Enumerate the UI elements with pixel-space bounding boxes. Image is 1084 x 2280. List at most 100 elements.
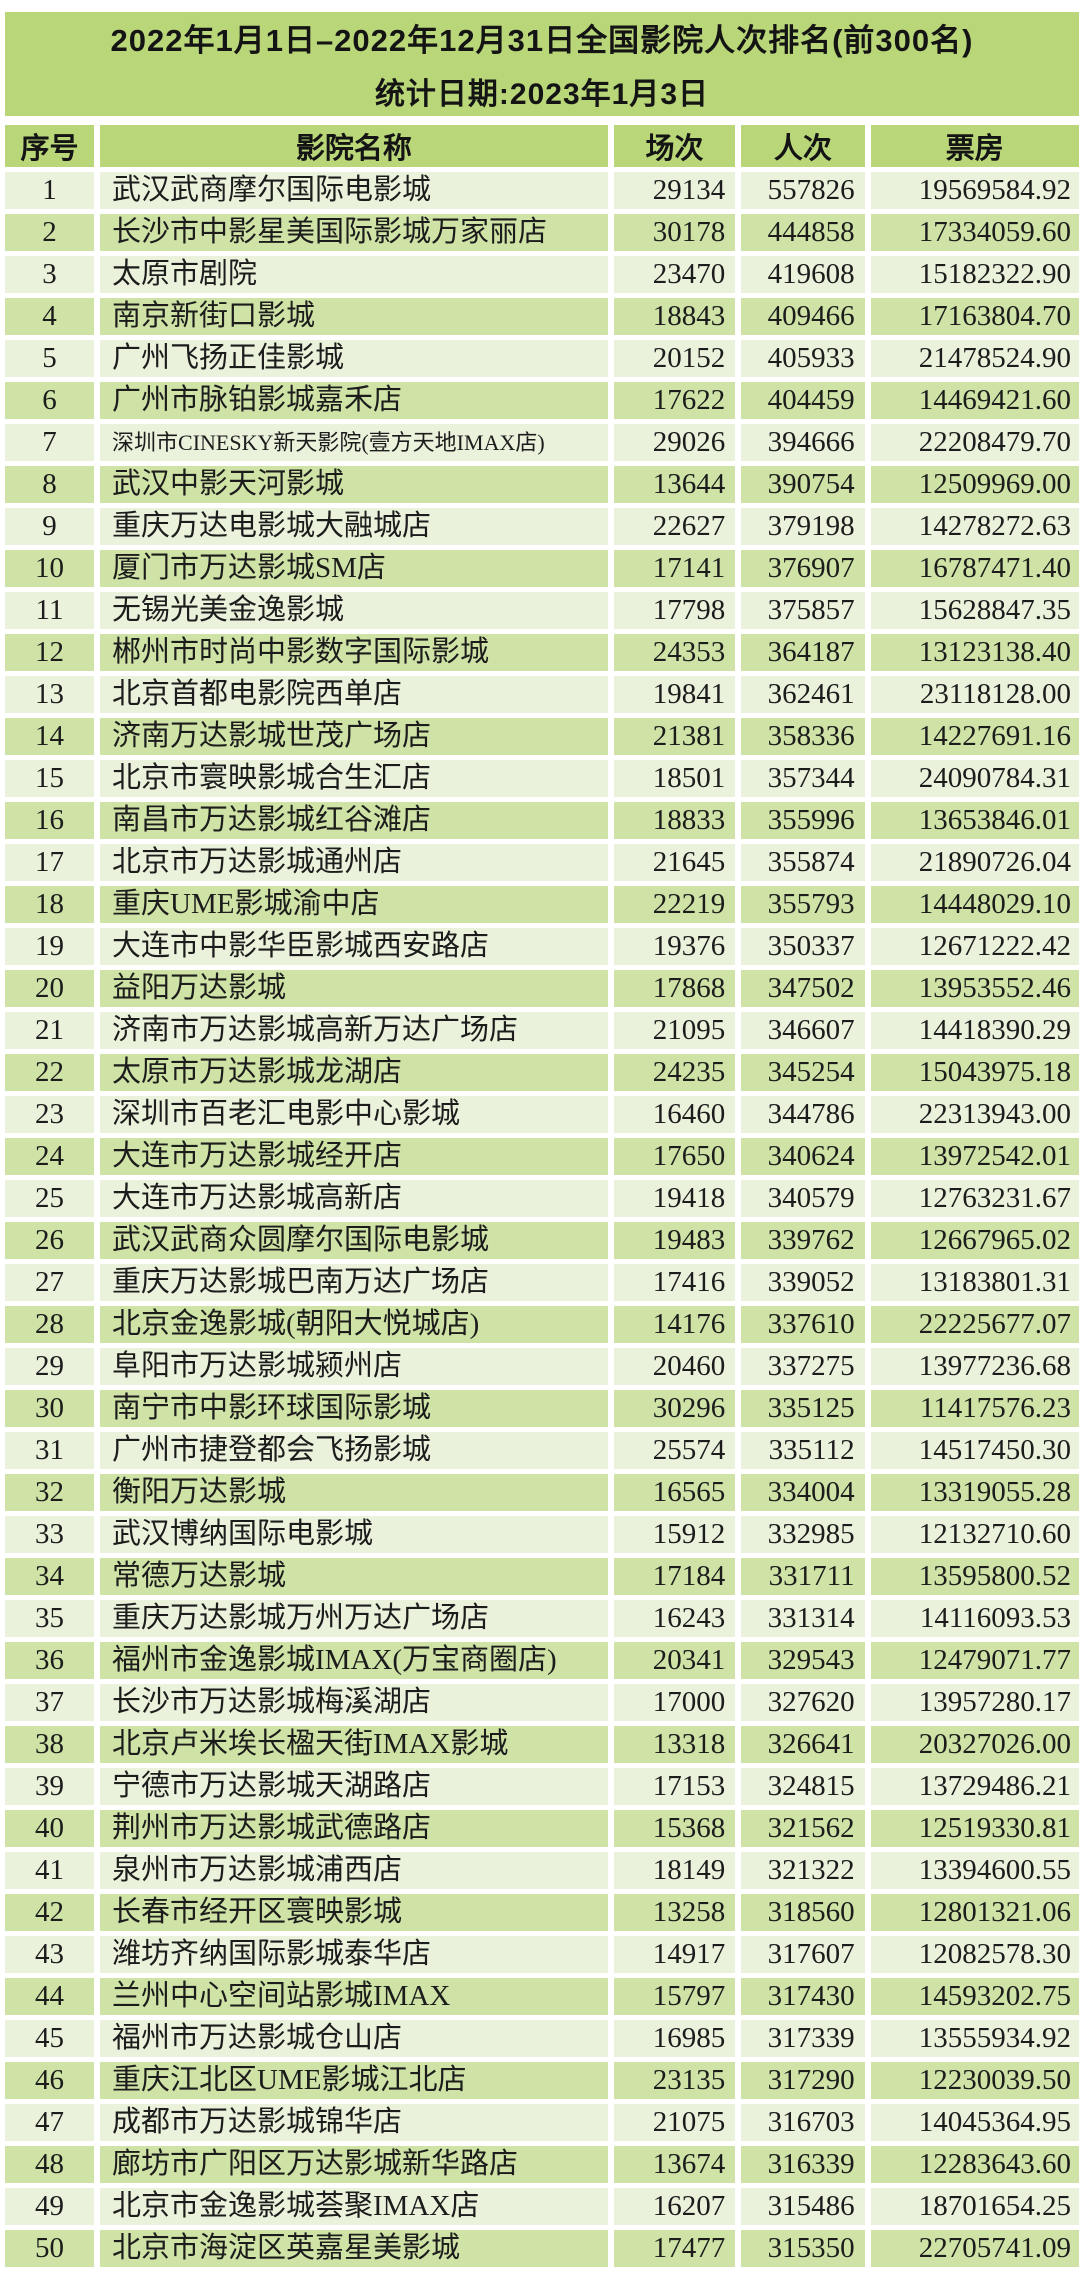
- sessions-cell: 23470: [613, 256, 736, 293]
- cinema-name-cell: 重庆江北区UME影城江北店: [100, 2062, 608, 2099]
- table-row: 2 长沙市中影星美国际影城万家丽店 30178 444858 17334059.60: [5, 214, 1079, 251]
- sessions-cell: 25574: [613, 1432, 736, 1469]
- box-office-cell: 12230039.50: [870, 2062, 1079, 2099]
- box-office-cell: 22705741.09: [870, 2230, 1079, 2267]
- sessions-cell: 17798: [613, 592, 736, 629]
- table-row: 31 广州市捷登都会飞扬影城 25574 335112 14517450.30: [5, 1432, 1079, 1469]
- sessions-cell: 16243: [613, 1600, 736, 1637]
- admissions-cell: 344786: [741, 1096, 865, 1133]
- box-office-cell: 13953552.46: [870, 970, 1079, 1007]
- box-office-cell: 17334059.60: [870, 214, 1079, 251]
- rank-cell: 45: [5, 2020, 95, 2057]
- rank-cell: 41: [5, 1852, 95, 1889]
- table-row: 10 厦门市万达影城SM店 17141 376907 16787471.40: [5, 550, 1079, 587]
- rank-cell: 6: [5, 382, 95, 419]
- admissions-cell: 340579: [741, 1180, 865, 1217]
- cinema-name-cell: 广州市脉铂影城嘉禾店: [100, 382, 608, 419]
- box-office-cell: 12763231.67: [870, 1180, 1079, 1217]
- cinema-name-cell: 潍坊齐纳国际影城泰华店: [100, 1936, 608, 1973]
- admissions-cell: 335125: [741, 1390, 865, 1427]
- rank-cell: 13: [5, 676, 95, 713]
- sessions-cell: 15797: [613, 1978, 736, 2015]
- cinema-name-cell: 衡阳万达影城: [100, 1474, 608, 1511]
- table-row: 46 重庆江北区UME影城江北店 23135 317290 12230039.50: [5, 2062, 1079, 2099]
- sessions-cell: 17477: [613, 2230, 736, 2267]
- sessions-cell: 16985: [613, 2020, 736, 2057]
- sessions-cell: 21381: [613, 718, 736, 755]
- admissions-cell: 350337: [741, 928, 865, 965]
- rank-cell: 2: [5, 214, 95, 251]
- sessions-cell: 21645: [613, 844, 736, 881]
- rank-cell: 7: [5, 424, 95, 461]
- cinema-name-cell: 武汉中影天河影城: [100, 466, 608, 503]
- sessions-cell: 29026: [613, 424, 736, 461]
- table-row: 30 南宁市中影环球国际影城 30296 335125 11417576.23: [5, 1390, 1079, 1427]
- admissions-cell: 321562: [741, 1810, 865, 1847]
- admissions-cell: 315486: [741, 2188, 865, 2225]
- box-office-cell: 15182322.90: [870, 256, 1079, 293]
- sessions-cell: 17184: [613, 1558, 736, 1595]
- cinema-name-cell: 大连市万达影城高新店: [100, 1180, 608, 1217]
- cinema-name-cell: 大连市万达影城经开店: [100, 1138, 608, 1175]
- rank-cell: 27: [5, 1264, 95, 1301]
- rank-cell: 38: [5, 1726, 95, 1763]
- cinema-name-cell: 廊坊市广阳区万达影城新华路店: [100, 2146, 608, 2183]
- cinema-name-cell: 长沙市万达影城梅溪湖店: [100, 1684, 608, 1721]
- admissions-cell: 317430: [741, 1978, 865, 2015]
- rank-cell: 49: [5, 2188, 95, 2225]
- sessions-cell: 20341: [613, 1642, 736, 1679]
- cinema-name-cell: 深圳市CINESKY新天影院(壹方天地IMAX店): [100, 424, 608, 461]
- sessions-cell: 17000: [613, 1684, 736, 1721]
- sessions-cell: 23135: [613, 2062, 736, 2099]
- admissions-cell: 315350: [741, 2230, 865, 2267]
- sessions-cell: 18833: [613, 802, 736, 839]
- cinema-name-cell: 北京卢米埃长楹天街IMAX影城: [100, 1726, 608, 1763]
- table-row: 17 北京市万达影城通州店 21645 355874 21890726.04: [5, 844, 1079, 881]
- box-office-cell: 12801321.06: [870, 1894, 1079, 1931]
- box-office-cell: 13183801.31: [870, 1264, 1079, 1301]
- table-row: 28 北京金逸影城(朝阳大悦城店) 14176 337610 22225677.07: [5, 1306, 1079, 1343]
- table-row: 38 北京卢米埃长楹天街IMAX影城 13318 326641 20327026.00: [5, 1726, 1079, 1763]
- box-office-cell: 13977236.68: [870, 1348, 1079, 1385]
- admissions-cell: 375857: [741, 592, 865, 629]
- cinema-name-cell: 大连市中影华臣影城西安路店: [100, 928, 608, 965]
- rank-cell: 17: [5, 844, 95, 881]
- table-row: 44 兰州中心空间站影城IMAX 15797 317430 14593202.75: [5, 1978, 1079, 2015]
- admissions-cell: 364187: [741, 634, 865, 671]
- rank-cell: 40: [5, 1810, 95, 1847]
- box-office-cell: 12667965.02: [870, 1222, 1079, 1259]
- admissions-cell: 362461: [741, 676, 865, 713]
- box-office-cell: 15628847.35: [870, 592, 1079, 629]
- table-row: 8 武汉中影天河影城 13644 390754 12509969.00: [5, 466, 1079, 503]
- box-office-cell: 12082578.30: [870, 1936, 1079, 1973]
- table-row: 11 无锡光美金逸影城 17798 375857 15628847.35: [5, 592, 1079, 629]
- table-row: 13 北京首都电影院西单店 19841 362461 23118128.00: [5, 676, 1079, 713]
- admissions-cell: 324815: [741, 1768, 865, 1805]
- cinema-name-cell: 常德万达影城: [100, 1558, 608, 1595]
- rank-cell: 34: [5, 1558, 95, 1595]
- table-row: 37 长沙市万达影城梅溪湖店 17000 327620 13957280.17: [5, 1684, 1079, 1721]
- sessions-cell: 17868: [613, 970, 736, 1007]
- admissions-cell: 347502: [741, 970, 865, 1007]
- table-row: 41 泉州市万达影城浦西店 18149 321322 13394600.55: [5, 1852, 1079, 1889]
- admissions-cell: 346607: [741, 1012, 865, 1049]
- rank-cell: 12: [5, 634, 95, 671]
- rank-cell: 9: [5, 508, 95, 545]
- box-office-cell: 12671222.42: [870, 928, 1079, 965]
- sessions-cell: 24235: [613, 1054, 736, 1091]
- table-row: 47 成都市万达影城锦华店 21075 316703 14045364.95: [5, 2104, 1079, 2141]
- box-office-cell: 13972542.01: [870, 1138, 1079, 1175]
- col-header-cinema-name: 影院名称: [100, 125, 608, 167]
- cinema-name-cell: 泉州市万达影城浦西店: [100, 1852, 608, 1889]
- admissions-cell: 334004: [741, 1474, 865, 1511]
- cinema-name-cell: 北京市寰映影城合生汇店: [100, 760, 608, 797]
- sessions-cell: 15912: [613, 1516, 736, 1553]
- table-row: 9 重庆万达电影城大融城店 22627 379198 14278272.63: [5, 508, 1079, 545]
- sessions-cell: 13258: [613, 1894, 736, 1931]
- box-office-cell: 20327026.00: [870, 1726, 1079, 1763]
- sessions-cell: 14176: [613, 1306, 736, 1343]
- rank-cell: 33: [5, 1516, 95, 1553]
- sessions-cell: 17622: [613, 382, 736, 419]
- cinema-name-cell: 北京市万达影城通州店: [100, 844, 608, 881]
- sessions-cell: 19841: [613, 676, 736, 713]
